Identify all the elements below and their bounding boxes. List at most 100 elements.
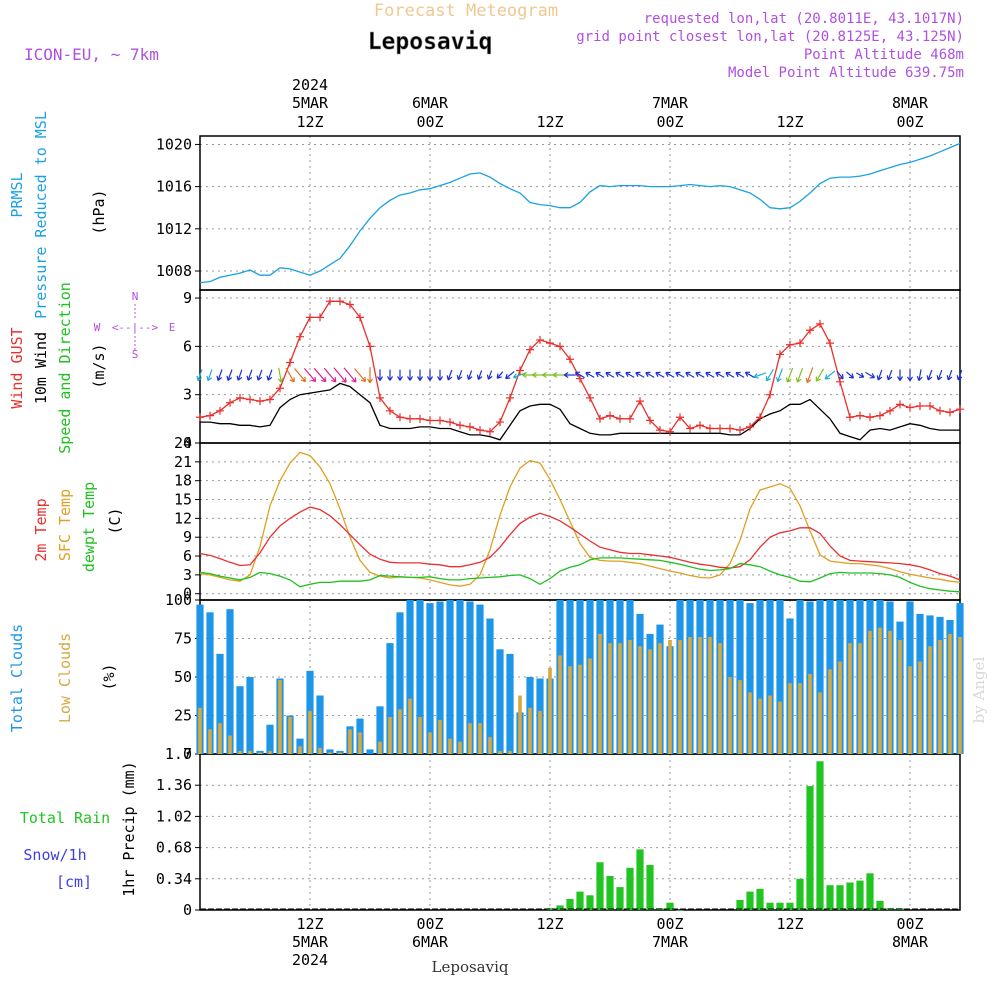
precip-bar	[596, 862, 604, 910]
gust-marker	[856, 411, 864, 420]
panel-frame	[199, 135, 961, 291]
wind-arrow	[505, 370, 515, 380]
sfc-temp-line	[199, 451, 961, 587]
wind-arrow	[277, 367, 284, 383]
gust-marker	[546, 339, 554, 348]
wind-arrow	[605, 371, 615, 378]
precip-bar	[766, 902, 774, 910]
time-label-top-date: 7MAR	[652, 94, 689, 112]
wind-arrow	[416, 369, 424, 381]
y-tick-label: 6	[183, 337, 192, 355]
time-label-top-date: 5MAR	[292, 94, 329, 112]
wind-arrow	[856, 372, 865, 378]
gust-marker	[316, 313, 324, 322]
wind-arrow	[466, 370, 473, 380]
y-tick-label: 9	[183, 289, 192, 307]
low-cloud-bar	[498, 750, 502, 754]
wind-arrow	[574, 371, 585, 379]
time-label-top-hour: 00Z	[416, 113, 443, 131]
time-label-top-hour: 00Z	[896, 113, 923, 131]
gust-marker	[956, 405, 964, 414]
gust-marker	[286, 358, 294, 367]
wind-arrow	[805, 367, 814, 384]
wind-arrow	[496, 371, 504, 379]
low-cloud-bar	[638, 646, 642, 754]
low-cloud-bar	[778, 701, 782, 754]
low-cloud-bar	[648, 649, 652, 754]
wind-arrow	[936, 369, 943, 381]
wind-arrow	[645, 371, 655, 378]
total-cloud-bar	[366, 749, 374, 754]
low-cloud-bar	[818, 692, 822, 754]
low-cloud-bar	[388, 717, 392, 754]
low-cloud-bar	[708, 637, 712, 754]
gust-marker	[766, 390, 774, 399]
precip-bar	[846, 882, 854, 910]
precip-bar	[876, 900, 884, 910]
low-cloud-bar	[328, 752, 332, 754]
gust-marker	[476, 426, 484, 435]
time-label-bottom-date: 7MAR	[652, 933, 689, 951]
low-cloud-bar	[548, 667, 552, 754]
chart-title: Forecast Meteogram	[374, 1, 558, 21]
wind-arrow	[765, 368, 774, 382]
gust-line	[199, 300, 961, 433]
total-cloud-bar	[456, 600, 464, 754]
footer-location: Leposaviq	[432, 958, 509, 976]
pressure-unit: (hPa)	[90, 189, 108, 234]
total-cloud-bar	[476, 604, 484, 754]
total-cloud-bar	[496, 649, 504, 754]
wind-arrow	[635, 371, 645, 378]
y-tick-label: 1.02	[156, 807, 192, 825]
total-cloud-bar	[206, 612, 214, 754]
dew-label: dewpt Temp	[80, 482, 98, 572]
precip-bar	[586, 895, 594, 910]
low-cloud-bar	[948, 633, 952, 754]
wind-arrow	[226, 369, 233, 381]
gust-marker	[576, 374, 584, 383]
precip-bar	[736, 899, 744, 910]
gust-marker	[586, 393, 594, 402]
low-cloud-bar	[538, 710, 542, 754]
gust-label: Wind GUST	[8, 327, 26, 408]
total-cloud-bar	[386, 643, 394, 754]
time-label-bottom-year: 2024	[292, 951, 328, 969]
gust-marker	[446, 418, 454, 427]
precip-bar	[576, 891, 584, 910]
low-cloud-bar	[408, 698, 412, 754]
gust-marker	[426, 416, 434, 425]
wind-arrow	[313, 367, 327, 383]
gust-marker	[336, 297, 344, 306]
precip-bar	[636, 849, 644, 910]
gust-marker	[566, 355, 574, 364]
compass-e: E	[169, 321, 176, 334]
precip-bar	[626, 867, 634, 910]
precip-bar	[856, 880, 864, 910]
panel-frame	[199, 289, 961, 444]
gust-marker	[226, 398, 234, 407]
low-cloud-bar	[488, 737, 492, 754]
total-clouds-label: Total Clouds	[8, 624, 26, 732]
low-cloud-bar	[378, 741, 382, 754]
gust-marker	[386, 406, 394, 415]
low-cloud-bar	[568, 666, 572, 754]
gust-marker	[306, 313, 314, 322]
low-cloud-bar	[628, 640, 632, 754]
total-cloud-bar	[266, 724, 274, 754]
wind-arrow	[256, 369, 263, 381]
wind-arrow	[303, 368, 317, 383]
y-tick-label: 0	[183, 585, 192, 603]
wind-arrow	[876, 369, 883, 381]
total-cloud-bar	[746, 603, 754, 754]
panel-frame	[199, 442, 961, 601]
low-cloud-bar	[508, 750, 512, 754]
gust-marker	[726, 424, 734, 433]
time-label-bottom-hour: 12Z	[296, 915, 323, 933]
y-tick-label: 0	[183, 434, 192, 452]
low-cloud-bar	[878, 627, 882, 754]
low-cloud-bar	[758, 698, 762, 754]
gust-marker	[456, 421, 464, 430]
low-cloud-bar	[268, 750, 272, 754]
y-tick-label: 21	[174, 453, 192, 471]
total-cloud-bar	[326, 749, 334, 754]
